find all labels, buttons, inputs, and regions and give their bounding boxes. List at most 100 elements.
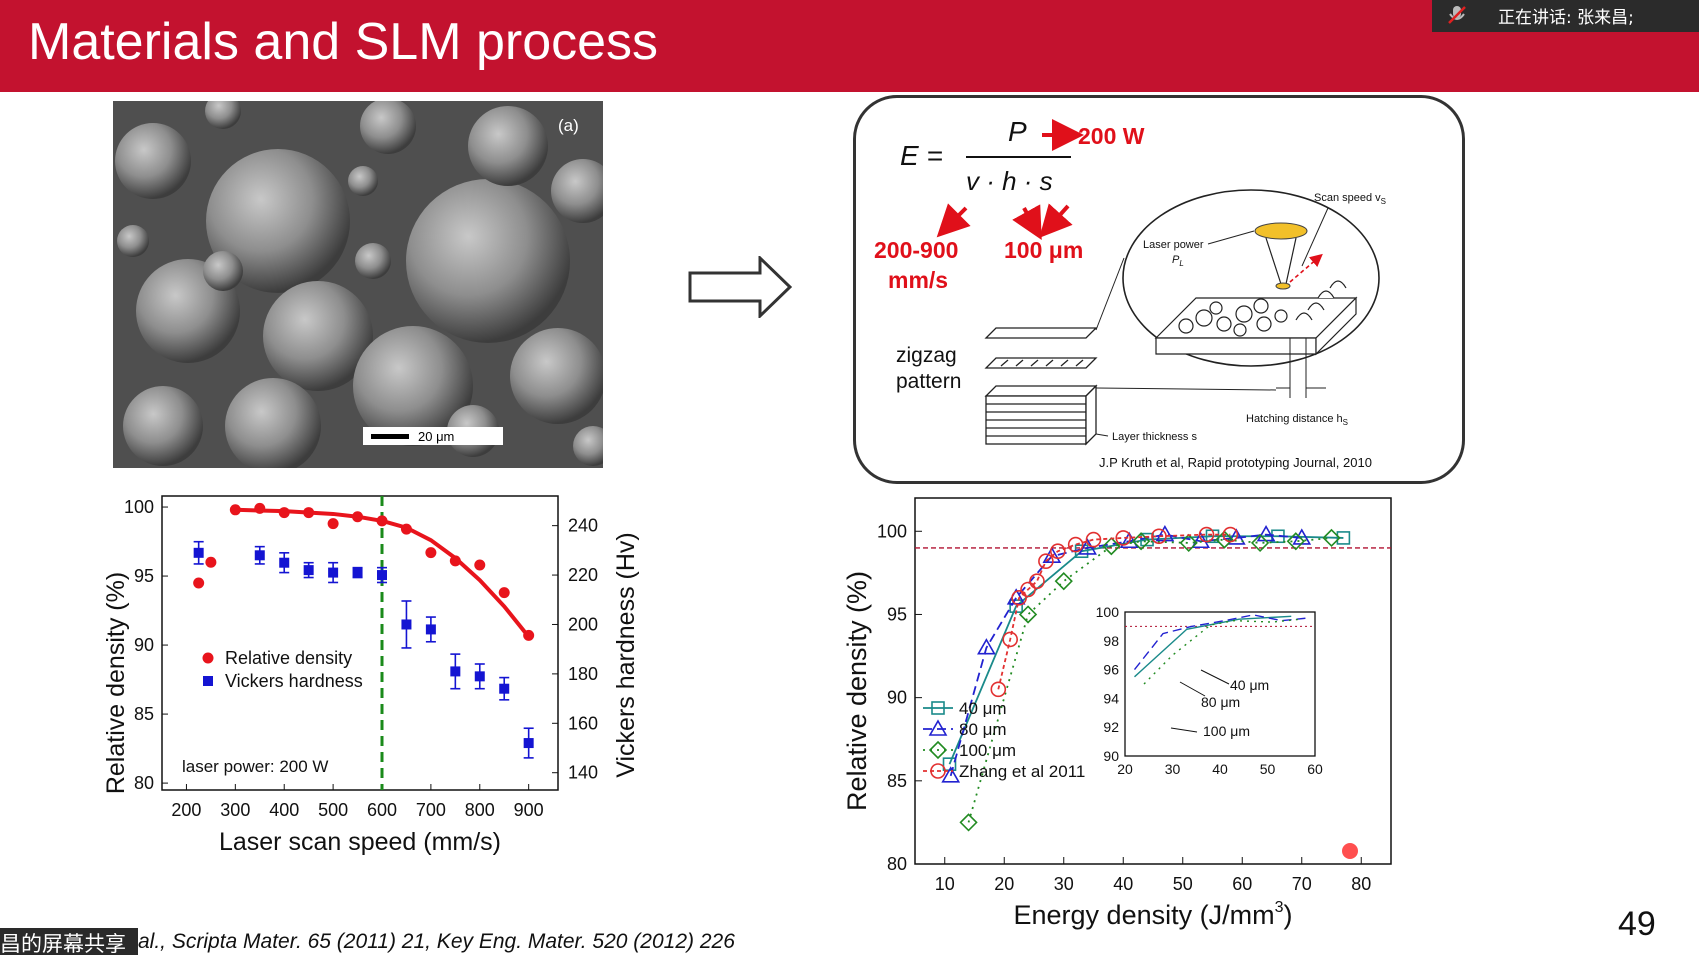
x-tick-label: 700: [416, 800, 446, 820]
legend-marker: [928, 719, 948, 736]
laser-power-label: Laser power: [1143, 239, 1204, 251]
inset-label-100um: 100 μm: [1203, 723, 1250, 739]
plot-frame: [161, 495, 559, 791]
series-point: [977, 638, 996, 655]
series-point: [1222, 526, 1239, 543]
density-point: [205, 556, 217, 568]
series-point: [1038, 553, 1054, 570]
legend-label: Zhang et al 2011: [959, 762, 1085, 781]
inset-pointer: [1200, 669, 1230, 685]
y-right-axis-label: Vickers hardness (Hv): [612, 532, 640, 777]
legend-label: 100 μm: [959, 741, 1016, 760]
inset-y-tick-label: 90: [1103, 748, 1119, 764]
cursor-dot: [1342, 843, 1358, 859]
y-left-axis-label: Relative density (%): [102, 572, 130, 794]
inset-pointer: [1170, 727, 1198, 733]
y-right-tick-label: 140: [568, 763, 598, 783]
hardness-point: [193, 547, 204, 558]
speed-value-line1: 200-900: [874, 237, 958, 263]
x-tick-label: 600: [367, 800, 397, 820]
legend-density-label: Relative density: [225, 648, 352, 668]
x-tick-label: 50: [1173, 874, 1193, 894]
density-point: [278, 507, 290, 519]
hatching-distance-label: Hatching distance hS: [1246, 413, 1348, 427]
y-left-tick-label: 90: [134, 635, 154, 655]
y-right-tick-label: 200: [568, 614, 598, 634]
series-point: [1054, 572, 1073, 591]
x-tick-label: 20: [994, 874, 1014, 894]
legend-marker: [928, 740, 948, 760]
series-point: [990, 681, 1007, 698]
inset-x-tick-label: 40: [1212, 761, 1228, 777]
x-tick-label: 10: [935, 874, 955, 894]
layer-thickness-label: Layer thickness s: [1112, 431, 1197, 443]
series-point: [1115, 530, 1132, 546]
inset-y-tick-label: 94: [1103, 690, 1119, 706]
powder-bed-diagram: [1154, 237, 1358, 356]
x-tick-label: 200: [171, 800, 201, 820]
hardness-point: [474, 671, 485, 682]
zigzag-line1: zigzag: [896, 344, 957, 367]
density-point: [327, 518, 339, 530]
sem-panel-label: (a): [558, 116, 579, 135]
hardness-point: [450, 666, 461, 677]
legend-label: 80 μm: [959, 720, 1007, 739]
hardness-point: [352, 567, 363, 578]
series-point: [1002, 631, 1018, 648]
inset-y-tick-label: 98: [1103, 633, 1119, 649]
x-axis-label: Energy density (J/mm3): [1014, 899, 1293, 930]
laser-power-symbol: PL: [1172, 254, 1184, 268]
zigzag-line2: pattern: [896, 370, 961, 393]
density-point: [376, 515, 388, 527]
x-tick-label: 70: [1292, 874, 1312, 894]
y-tick-label: 85: [887, 771, 907, 791]
x-tick-label: 900: [514, 800, 544, 820]
slide-header: Materials and SLM process: [0, 0, 1699, 92]
y-axis-label: Relative density (%): [842, 571, 872, 811]
formula-lhs: E =: [900, 140, 943, 171]
density-point: [400, 523, 412, 535]
scan-speed-chart: 200 300 400 500 600 700 800 900 80 85 90 95 100 140 16…: [100, 488, 700, 928]
series-point: [1102, 537, 1121, 556]
slm-process-box: E = P v · h · s 200 W 200-900 mm/s 100 μ…: [853, 95, 1465, 484]
hardness-point: [377, 570, 387, 581]
series-point: [1050, 543, 1066, 560]
inset-series-line: [1133, 614, 1311, 671]
series-point: [1011, 590, 1027, 606]
page-number: 49: [1618, 905, 1656, 943]
x-tick-label: 80: [1351, 874, 1371, 894]
series-point: [1198, 526, 1215, 543]
layer-stack-diagram: [984, 327, 1098, 446]
legend-hardness-label: Vickers hardness: [225, 671, 363, 691]
series-point: [1020, 581, 1036, 598]
y-left-tick-label: 80: [134, 773, 154, 793]
hatch-value: 100 μm: [1004, 237, 1083, 263]
legend-hardness-marker: [203, 676, 213, 686]
series-point: [1029, 573, 1045, 589]
series-point: [1215, 530, 1234, 549]
x-tick-label: 500: [318, 800, 348, 820]
series-line: [997, 533, 1231, 690]
inset-x-tick-label: 60: [1307, 761, 1323, 777]
speaker-label: 正在讲话: 张来昌;: [1498, 8, 1634, 28]
sem-scale-bar-label: 20 μm: [418, 429, 454, 444]
x-tick-label: 60: [1232, 874, 1252, 894]
series-point: [1286, 532, 1305, 551]
screen-share-label: 昌的屏幕共享: [0, 928, 138, 955]
muted-mic-icon: [1448, 6, 1466, 24]
hardness-point: [279, 557, 290, 568]
speed-value-line2: mm/s: [888, 267, 948, 293]
series-point: [1018, 605, 1038, 624]
density-point: [254, 502, 266, 514]
scan-speed-label: Scan speed vS: [1314, 192, 1386, 206]
legend-marker: [931, 701, 945, 715]
right-arrow-icon: [688, 256, 792, 318]
y-left-tick-label: 85: [134, 704, 154, 724]
plot-frame: [914, 497, 1392, 865]
hardness-point: [499, 683, 510, 694]
y-left-tick-label: 95: [134, 566, 154, 586]
legend-marker: [930, 763, 946, 779]
hardness-point: [254, 550, 265, 561]
sem-micrograph: (a) 20 μm: [113, 93, 615, 474]
density-point: [474, 559, 486, 571]
